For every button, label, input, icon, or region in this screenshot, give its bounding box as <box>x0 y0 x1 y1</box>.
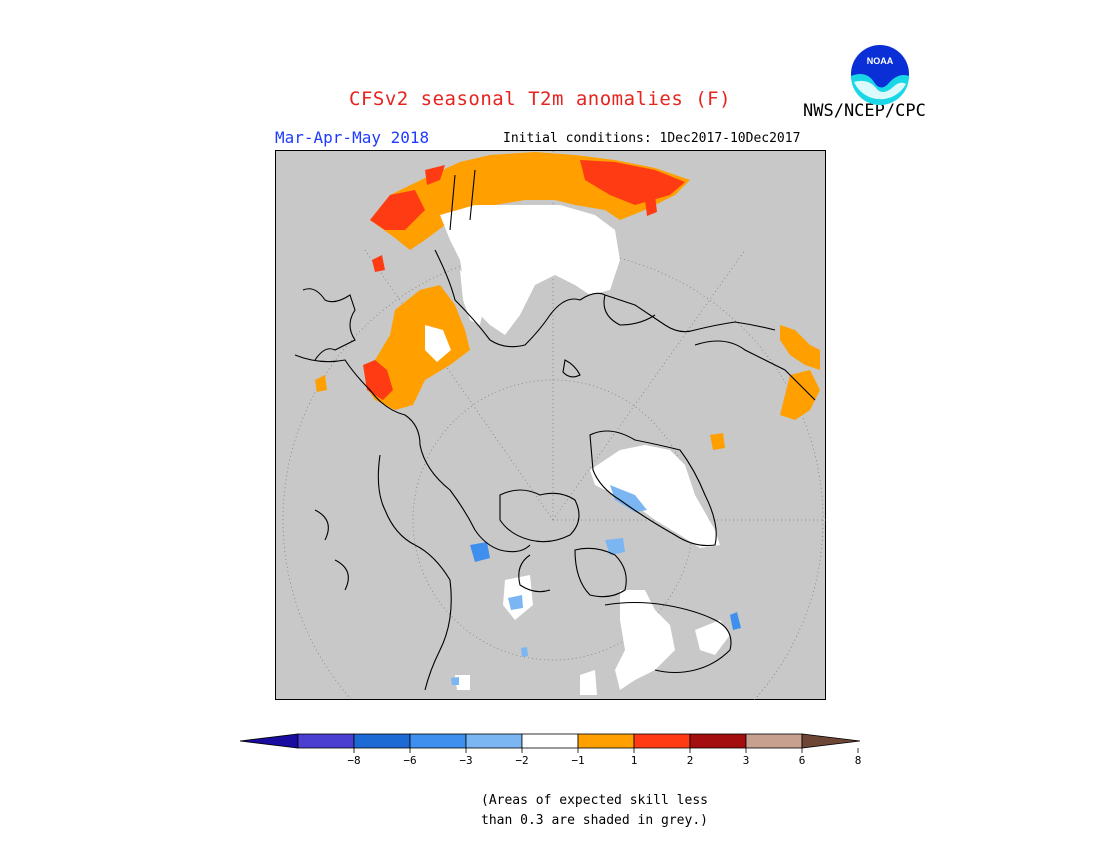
colorbar-swatch <box>689 733 747 749</box>
colorbar-swatch <box>745 733 803 749</box>
colorbar-tick-label: −8 <box>347 754 360 767</box>
strong-warm-anomaly-area <box>372 255 385 272</box>
colorbar-swatch <box>521 733 579 749</box>
strong-warm-anomaly-area <box>645 195 657 216</box>
colorbar-tick-label: −6 <box>403 754 416 767</box>
near-normal-area <box>615 590 675 690</box>
colorbar-tick-label: 8 <box>855 754 862 767</box>
colorbar-swatch <box>409 733 467 749</box>
warm-anomaly-area <box>780 370 820 420</box>
warm-anomaly-area <box>315 375 327 392</box>
agency-label: NWS/NCEP/CPC <box>803 101 926 121</box>
cool-anomaly-area <box>730 612 741 630</box>
near-normal-area <box>590 445 720 548</box>
near-normal-area <box>425 325 451 362</box>
cool-anomaly-area <box>610 485 647 512</box>
skill-footnote: (Areas of expected skill less than 0.3 a… <box>481 791 708 831</box>
colorbar-swatch <box>577 733 635 749</box>
colorbar-tick-label: 2 <box>687 754 694 767</box>
warm-anomaly-area <box>710 433 725 450</box>
near-normal-area <box>440 205 620 335</box>
colorbar-swatches <box>239 733 861 749</box>
colorbar-tick-label: −3 <box>459 754 472 767</box>
colorbar-swatch <box>465 733 523 749</box>
cool-anomaly-area <box>451 677 459 685</box>
colorbar-high-arrow <box>801 733 861 749</box>
cool-anomaly-area <box>508 595 523 610</box>
anomaly-shading <box>315 152 820 695</box>
near-normal-area <box>580 670 597 695</box>
strong-warm-anomaly-area <box>370 190 425 230</box>
coastlines <box>294 169 816 691</box>
colorbar-tick-label: −1 <box>571 754 584 767</box>
cool-anomaly-area <box>521 647 528 657</box>
near-normal-area <box>695 620 730 655</box>
colorbar-tick-label: 6 <box>799 754 806 767</box>
colorbar-swatch <box>633 733 691 749</box>
map-title: CFSv2 seasonal T2m anomalies (F) <box>349 88 732 110</box>
footnote-line-1: (Areas of expected skill less <box>481 793 708 808</box>
colorbar-tick-label: −2 <box>515 754 528 767</box>
colorbar-tick-label: 1 <box>631 754 638 767</box>
colorbar-low-arrow <box>239 733 299 749</box>
cool-anomaly-area <box>605 538 625 555</box>
warm-anomaly-area <box>365 285 470 410</box>
initial-conditions-label: Initial conditions: 1Dec2017-10Dec2017 <box>503 131 801 146</box>
strong-warm-anomaly-area <box>580 160 685 205</box>
noaa-logo: NOAA <box>849 43 911 105</box>
near-normal-area <box>460 270 485 325</box>
colorbar: −8 −6 −3 −2 −1 1 2 3 6 8 <box>239 733 861 767</box>
colorbar-ticks: −8 −6 −3 −2 −1 1 2 3 6 8 <box>347 748 861 767</box>
strong-warm-anomaly-area <box>425 165 445 185</box>
colorbar-swatch <box>353 733 411 749</box>
colorbar-swatch <box>297 733 355 749</box>
polar-map <box>275 150 826 700</box>
logo-lettering: NOAA <box>867 56 894 66</box>
colorbar-tick-label: 3 <box>743 754 750 767</box>
season-label: Mar-Apr-May 2018 <box>275 128 430 147</box>
warm-anomaly-area <box>780 325 820 370</box>
cool-anomaly-area <box>470 542 490 562</box>
footnote-line-2: than 0.3 are shaded in grey.) <box>481 813 708 828</box>
